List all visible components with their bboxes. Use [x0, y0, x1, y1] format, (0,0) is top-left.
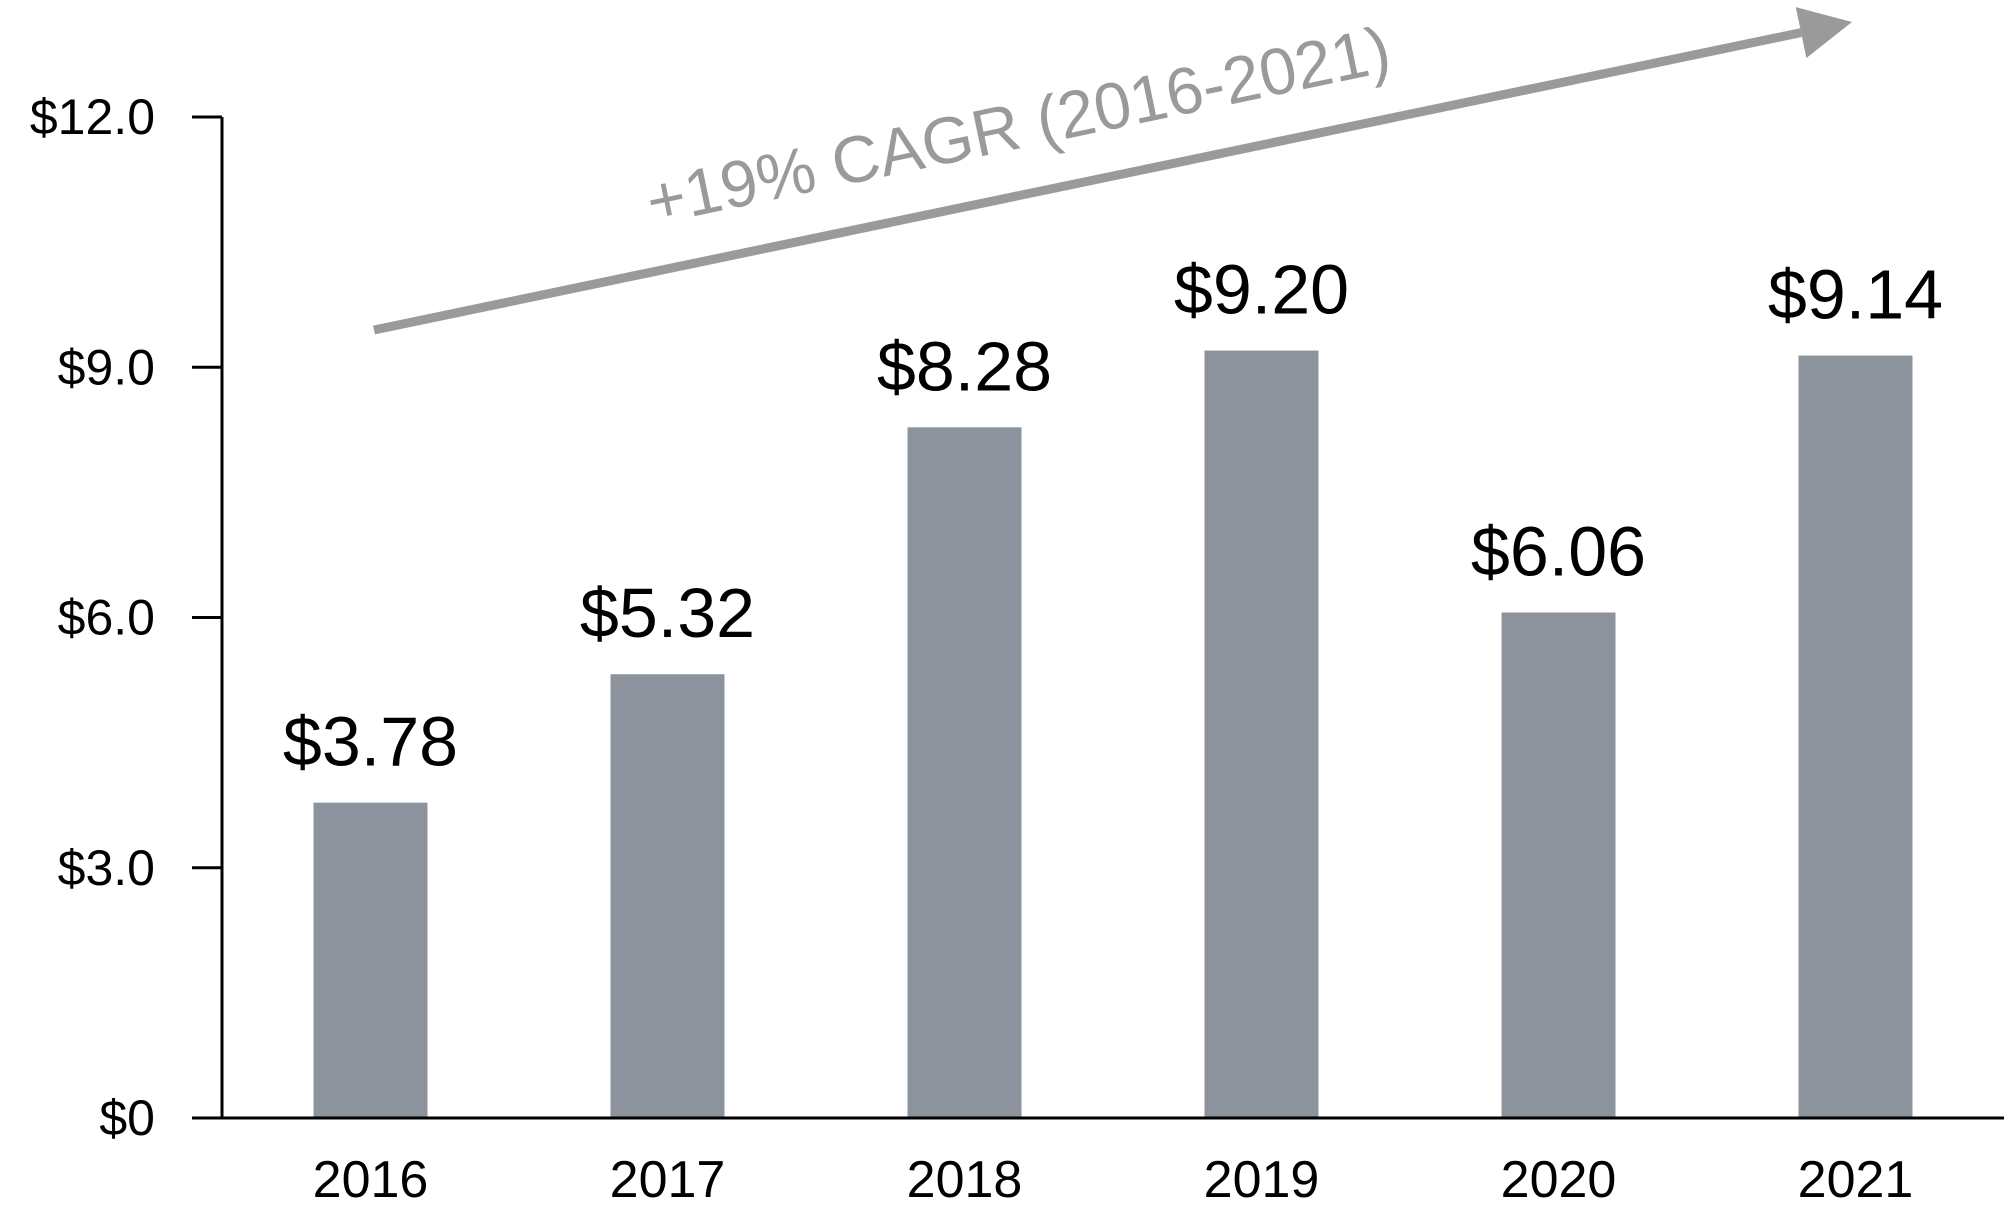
arrow-head-icon — [1795, 7, 1852, 59]
x-labels-layer: 2016 2017 2018 2019 2020 2021 — [313, 1151, 1914, 1206]
bar-2021 — [1798, 355, 1913, 1118]
data-label-2021: $9.14 — [1768, 256, 1943, 334]
data-label-2018: $8.28 — [877, 327, 1052, 405]
axes-layer — [192, 117, 2004, 1120]
y-tick-label: $9.0 — [58, 339, 155, 395]
bar-2016 — [313, 802, 428, 1118]
x-tick-label: 2018 — [907, 1151, 1023, 1206]
bar-2017 — [610, 674, 725, 1118]
y-tick-label: $6.0 — [58, 590, 155, 646]
x-tick-label: 2021 — [1798, 1151, 1914, 1206]
bar-2020 — [1501, 612, 1616, 1118]
x-tick-label: 2017 — [610, 1151, 726, 1206]
data-labels-layer: $3.78 $5.32 $8.28 $9.20 $6.06 $9.14 — [283, 251, 1943, 781]
x-tick-label: 2019 — [1204, 1151, 1320, 1206]
y-tick-label: $3.0 — [58, 840, 155, 896]
data-label-2020: $6.06 — [1471, 512, 1646, 590]
bar-2018 — [907, 427, 1022, 1118]
y-tick-label: $0 — [99, 1090, 155, 1146]
x-tick-label: 2020 — [1501, 1151, 1617, 1206]
data-label-2019: $9.20 — [1174, 251, 1349, 329]
data-label-2016: $3.78 — [283, 703, 458, 781]
bar-2019 — [1204, 350, 1319, 1119]
x-tick-label: 2016 — [313, 1151, 429, 1206]
bars-layer — [313, 350, 1913, 1119]
data-label-2017: $5.32 — [580, 574, 755, 652]
y-tick-label: $12.0 — [30, 89, 155, 145]
cagr-trend-arrow: +19% CAGR (2016-2021) — [373, 7, 1852, 335]
cagr-trend-line — [373, 28, 1803, 335]
cagr-annotation-label: +19% CAGR (2016-2021) — [640, 12, 1397, 239]
y-ticks-layer: $0 $3.0 $6.0 $9.0 $12.0 — [30, 89, 222, 1146]
